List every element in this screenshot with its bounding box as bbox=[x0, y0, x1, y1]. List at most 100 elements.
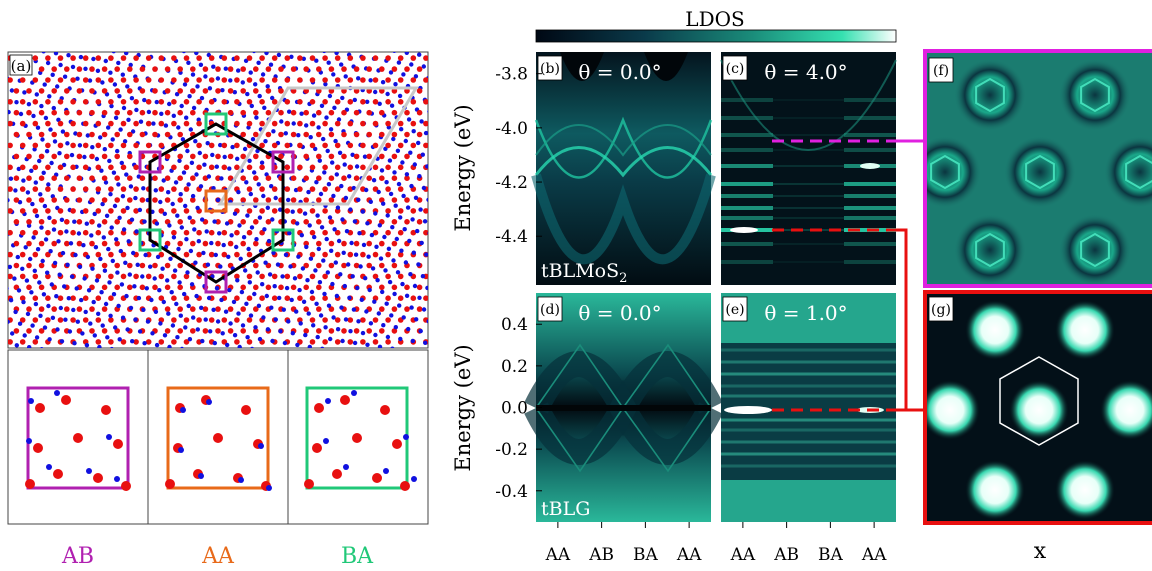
atom-layer2 bbox=[9, 88, 15, 93]
atom-layer2 bbox=[51, 105, 56, 111]
atom-layer1 bbox=[164, 88, 171, 94]
atom-layer1 bbox=[429, 132, 435, 138]
atom-layer2 bbox=[82, 276, 87, 281]
atom-layer2 bbox=[137, 207, 143, 213]
atom-layer2 bbox=[336, 117, 342, 122]
atom-layer2 bbox=[179, 225, 184, 230]
atom-layer1 bbox=[341, 175, 347, 181]
atom-layer1 bbox=[145, 339, 152, 345]
atom-layer2 bbox=[211, 64, 216, 69]
atom-layer2 bbox=[367, 287, 372, 293]
atom-layer1 bbox=[221, 251, 228, 258]
atom-layer2 bbox=[128, 62, 133, 68]
atom-layer2 bbox=[366, 254, 371, 259]
atom-layer1 bbox=[309, 339, 316, 345]
atom-layer2 bbox=[273, 317, 278, 322]
atom-layer2 bbox=[257, 215, 263, 220]
atom-layer2 bbox=[322, 291, 327, 297]
atom-layer2 bbox=[65, 262, 70, 267]
atom-layer1 bbox=[436, 55, 442, 61]
atom-layer1 bbox=[127, 44, 133, 50]
atom-layer1 bbox=[328, 197, 335, 203]
atom-layer2 bbox=[301, 56, 306, 61]
atom-layer2 bbox=[174, 301, 179, 307]
atom-layer2 bbox=[126, 117, 131, 123]
band-stripe bbox=[721, 452, 896, 456]
atom-layer2 bbox=[126, 239, 131, 244]
band-stripe bbox=[721, 164, 773, 168]
atom-layer1 bbox=[259, 164, 265, 171]
atom-layer1 bbox=[234, 295, 240, 302]
atom-layer1 bbox=[101, 240, 108, 247]
atom-layer2 bbox=[109, 346, 114, 348]
atom-layer2 bbox=[144, 286, 149, 291]
atom-layer2 bbox=[402, 227, 407, 232]
atom-layer2 bbox=[129, 217, 135, 222]
atom-layer2 bbox=[236, 68, 241, 73]
atom-layer2 bbox=[352, 219, 358, 224]
atom-layer1 bbox=[76, 219, 83, 225]
atom-layer1 bbox=[177, 328, 183, 334]
atom-layer1 bbox=[347, 317, 354, 323]
atom-layer2 bbox=[313, 146, 318, 152]
atom-layer1 bbox=[108, 317, 114, 323]
atom-layer2 bbox=[168, 256, 173, 261]
atom-layer1 bbox=[303, 306, 310, 312]
atom-layer1 bbox=[183, 142, 190, 149]
atom-layer1 bbox=[379, 66, 385, 72]
ldos-hex bbox=[975, 77, 1005, 113]
atom-layer2 bbox=[178, 192, 183, 197]
atom-layer2 bbox=[39, 103, 44, 109]
atom-layer2 bbox=[432, 121, 436, 125]
atom-layer2 bbox=[283, 131, 288, 136]
atom-layer2 bbox=[183, 325, 188, 330]
atom-layer1 bbox=[32, 120, 39, 127]
atom-layer2 bbox=[99, 168, 104, 173]
band-stripe bbox=[844, 194, 896, 198]
atom-layer2 bbox=[129, 96, 135, 101]
atom-layer2 bbox=[325, 270, 330, 275]
atom-layer2 bbox=[161, 178, 166, 183]
atom-layer2 bbox=[97, 344, 102, 348]
atom-layer2 bbox=[183, 203, 188, 209]
atom-layer1 bbox=[436, 208, 442, 214]
atom-layer2 bbox=[306, 189, 311, 195]
atom-layer1 bbox=[316, 219, 322, 225]
atom-layer1 bbox=[51, 219, 57, 225]
atom-layer2 bbox=[239, 289, 245, 295]
atom-layer2 bbox=[436, 133, 440, 137]
atom-layer2 bbox=[50, 72, 55, 78]
atom-layer1 bbox=[322, 295, 328, 302]
atom-layer1 bbox=[95, 99, 102, 105]
atom-layer2 bbox=[316, 125, 321, 130]
atom-layer2 bbox=[182, 82, 188, 87]
atom-layer1 bbox=[133, 55, 139, 61]
atom-layer1 bbox=[416, 131, 423, 138]
atom-layer1 bbox=[19, 164, 26, 171]
atom-layer1 bbox=[372, 55, 379, 61]
atom-layer2 bbox=[56, 239, 61, 244]
atom-layer2 bbox=[429, 264, 433, 268]
atom-layer2 bbox=[421, 307, 427, 312]
inset-atom-blue bbox=[258, 443, 264, 449]
atom-layer1 bbox=[259, 120, 265, 127]
atom-layer2 bbox=[223, 66, 228, 71]
ldos-hex bbox=[1080, 77, 1110, 113]
inset-atom-blue bbox=[351, 390, 357, 396]
atom-layer1 bbox=[309, 186, 316, 192]
atom-layer2 bbox=[29, 168, 34, 173]
atom-layer2 bbox=[311, 113, 317, 118]
panel-tag: (f) bbox=[933, 63, 949, 79]
atom-layer1 bbox=[227, 109, 234, 116]
atom-layer2 bbox=[373, 332, 378, 338]
atom-layer2 bbox=[108, 70, 113, 75]
atom-layer2 bbox=[413, 41, 417, 45]
atom-layer1 bbox=[51, 66, 57, 72]
atom-layer1 bbox=[101, 284, 108, 291]
band-stripe bbox=[844, 116, 896, 120]
atom-layer1 bbox=[322, 99, 328, 105]
atom-layer1 bbox=[101, 131, 108, 138]
atom-layer1 bbox=[278, 153, 284, 160]
atom-layer2 bbox=[304, 123, 309, 128]
